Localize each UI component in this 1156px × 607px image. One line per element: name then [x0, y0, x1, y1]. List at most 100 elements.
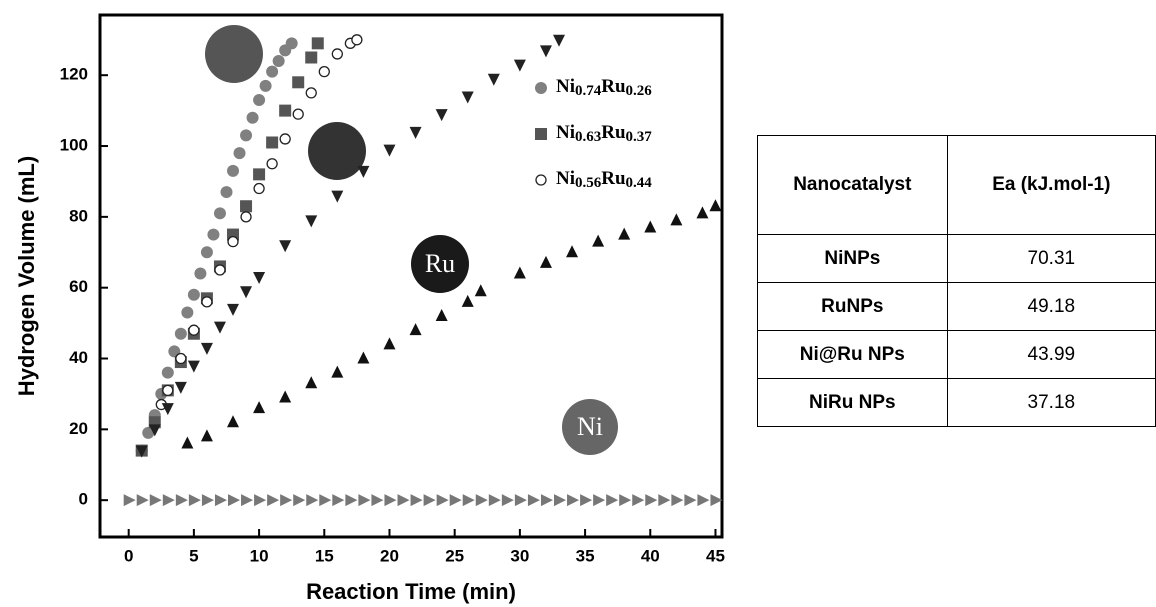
data-point — [397, 494, 410, 507]
data-point — [592, 234, 605, 247]
legend-label: Ni0.74Ru0.26 — [556, 76, 652, 99]
data-point — [553, 34, 566, 47]
cell: NiNPs — [757, 234, 948, 283]
data-point — [513, 266, 526, 279]
data-point — [513, 59, 526, 72]
cell: Ni@Ru NPs — [757, 330, 948, 379]
data-point — [619, 494, 632, 507]
data-point — [174, 327, 187, 340]
data-point — [266, 136, 279, 149]
y-tick-label: 40 — [69, 348, 88, 367]
data-point — [606, 494, 619, 507]
data-point — [292, 108, 304, 120]
data-point — [233, 147, 246, 160]
annotation: Ru — [425, 249, 455, 278]
data-point — [357, 351, 370, 364]
data-point — [319, 494, 332, 507]
data-point — [201, 296, 213, 308]
data-point — [311, 37, 324, 50]
x-tick-label: 30 — [510, 546, 529, 565]
data-point — [254, 494, 267, 507]
data-point — [409, 126, 422, 139]
x-tick-label: 45 — [706, 546, 725, 565]
data-point — [305, 376, 318, 389]
legend-marker — [535, 82, 547, 94]
y-tick-label: 0 — [79, 490, 88, 509]
data-point — [514, 494, 527, 507]
data-point — [618, 227, 631, 240]
cell: 37.18 — [946, 378, 1156, 427]
annotation: Ni — [577, 412, 603, 441]
particle-image — [411, 235, 469, 293]
data-point — [684, 494, 697, 507]
data-point — [566, 245, 579, 258]
data-point — [593, 494, 606, 507]
data-point — [580, 494, 593, 507]
data-point — [148, 424, 161, 437]
data-point — [527, 494, 540, 507]
data-point — [357, 165, 370, 178]
x-tick-label: 25 — [445, 546, 464, 565]
data-point — [384, 494, 397, 507]
data-point — [135, 445, 148, 458]
data-point — [671, 494, 684, 507]
chart: Ru Ni Reaction Time (min) Hydrogen Volum… — [14, 13, 725, 604]
x-tick-label: 5 — [189, 546, 198, 565]
data-point — [710, 494, 723, 507]
legend-label: Ni0.56Ru0.44 — [556, 168, 652, 191]
cell: RuNPs — [757, 282, 948, 331]
table-row: Ni@Ru NPs 43.99 — [757, 330, 1156, 379]
data-point — [285, 37, 298, 50]
data-point — [305, 51, 318, 64]
cell: 43.99 — [946, 330, 1156, 379]
data-point — [213, 321, 226, 334]
data-point — [200, 429, 213, 442]
data-point — [253, 93, 266, 106]
data-point — [227, 415, 240, 428]
data-point — [435, 109, 448, 122]
data-point — [462, 494, 475, 507]
data-point — [488, 494, 501, 507]
x-tick-label: 20 — [380, 546, 399, 565]
data-point — [279, 390, 292, 403]
data-point — [331, 365, 344, 378]
y-tick-label: 60 — [69, 277, 88, 296]
data-point — [331, 48, 343, 60]
data-point — [306, 494, 319, 507]
data-point — [136, 494, 149, 507]
data-point — [540, 494, 553, 507]
data-point — [436, 494, 449, 507]
data-point — [351, 34, 363, 46]
x-tick-label: 40 — [641, 546, 660, 565]
data-point — [449, 494, 462, 507]
data-point — [240, 286, 253, 299]
data-point — [435, 309, 448, 322]
data-point — [161, 403, 174, 416]
plot-frame — [98, 13, 724, 539]
data-point — [266, 158, 278, 170]
data-point — [383, 337, 396, 350]
data-point — [227, 235, 239, 248]
x-tick-label: 15 — [315, 546, 334, 565]
data-point — [644, 220, 657, 233]
data-point — [194, 267, 207, 280]
y-axis-label: Hydrogen Volume (mL) — [14, 156, 39, 396]
data-point — [709, 199, 722, 212]
data-point — [227, 164, 240, 177]
data-point — [220, 186, 233, 199]
y-tick-label: 100 — [60, 136, 88, 155]
data-point — [240, 129, 253, 142]
legend-marker — [535, 128, 547, 140]
table-row: RuNPs 49.18 — [757, 282, 1156, 331]
data-point — [409, 323, 422, 336]
data-point — [461, 294, 474, 307]
table-row: NiNPs 70.31 — [757, 234, 1156, 283]
data-point — [253, 401, 266, 414]
data-point — [539, 45, 552, 58]
data-point — [410, 494, 423, 507]
data-point — [253, 182, 265, 195]
data-point — [214, 264, 226, 276]
particle-image — [308, 122, 366, 180]
data-point — [279, 133, 291, 145]
table-header: Nanocatalyst Ea (kJ.mol-1) — [757, 135, 1156, 235]
